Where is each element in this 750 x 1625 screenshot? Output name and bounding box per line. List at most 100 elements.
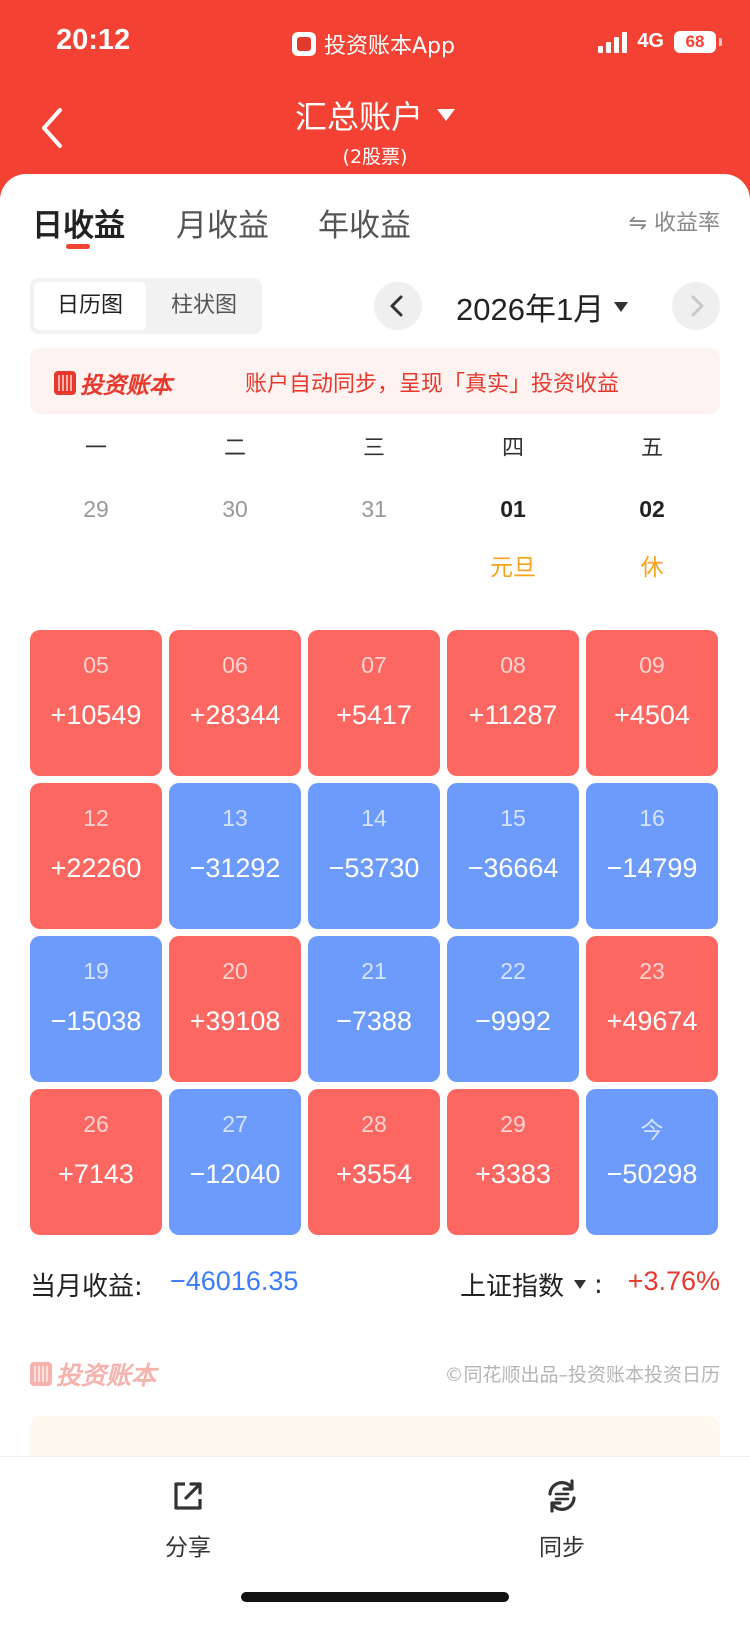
calendar-day-profit: +4504 xyxy=(614,700,690,730)
calendar-day-cell[interactable]: 22 −9992 xyxy=(447,936,579,1082)
calendar-day-cell[interactable]: 09 +4504 xyxy=(586,630,718,776)
calendar-day-number: 22 xyxy=(500,958,526,984)
chevron-left-icon xyxy=(42,108,62,148)
next-month-button[interactable] xyxy=(672,282,720,330)
calendar-day-number: 14 xyxy=(361,805,387,831)
calendar-day-profit: −53730 xyxy=(328,853,420,883)
calendar-day-profit: −50298 xyxy=(606,1159,698,1189)
calendar-day-profit: −14799 xyxy=(606,853,698,883)
calendar-day-number: 23 xyxy=(639,958,665,984)
caret-down-icon xyxy=(437,109,455,121)
ledger-logo-icon xyxy=(30,1362,52,1386)
ledger-logo-icon xyxy=(54,371,76,395)
calendar-day-profit: +3554 xyxy=(336,1159,412,1189)
calendar-day-number: 06 xyxy=(222,652,248,678)
calendar-day-number: 09 xyxy=(639,652,665,678)
weekday-header: 一 xyxy=(84,436,107,461)
calendar-day-number: 20 xyxy=(222,958,248,984)
calendar-day-profit: +7143 xyxy=(58,1159,134,1189)
view-calendar-button[interactable]: 日历图 xyxy=(34,282,146,330)
calendar-day-cell[interactable]: 16 −14799 xyxy=(586,783,718,929)
calendar-day-cell[interactable]: 19 −15038 xyxy=(30,936,162,1082)
calendar-date-holiday[interactable]: 01 xyxy=(500,496,526,522)
calendar-day-number: 13 xyxy=(222,805,248,831)
back-button[interactable] xyxy=(34,104,74,152)
calendar-day-number: 12 xyxy=(83,805,109,831)
promo-banner[interactable]: 投资账本 账户自动同步，呈现「真实」投资收益 xyxy=(30,348,720,414)
page-subtitle: (2股票) xyxy=(342,146,408,168)
calendar-day-cell[interactable]: 15 −36664 xyxy=(447,783,579,929)
weekday-header: 三 xyxy=(362,436,385,461)
month-label: 2026年1月 xyxy=(456,292,605,327)
calendar-day-cell[interactable]: 07 +5417 xyxy=(308,630,440,776)
caret-down-icon xyxy=(574,1280,587,1289)
status-app-name: 投资账本App xyxy=(324,34,455,59)
credit-text: ©同花顺出品–投资账本投资日历 xyxy=(444,1364,720,1386)
calendar-day-cell[interactable]: 29 +3383 xyxy=(447,1089,579,1235)
index-colon: : xyxy=(594,1269,603,1300)
calendar-day-number: 07 xyxy=(361,652,387,678)
weekday-header: 四 xyxy=(501,436,524,461)
signal-icon xyxy=(598,31,628,53)
sync-button[interactable]: 同步 xyxy=(502,1476,622,1562)
account-selector[interactable]: 汇总账户 (2股票) xyxy=(0,92,750,169)
app-header: 20:12 投资账本App 4G 68 汇总账户 (2股票) xyxy=(0,0,750,200)
chevron-left-icon xyxy=(390,295,403,317)
active-tab-indicator xyxy=(66,244,90,249)
network-label: 4G xyxy=(637,30,664,52)
footer-brand: 投资账本 xyxy=(56,1361,157,1390)
home-indicator xyxy=(241,1592,509,1602)
tab-daily[interactable]: 日收益 xyxy=(32,208,125,244)
calendar-day-cell[interactable]: 28 +3554 xyxy=(308,1089,440,1235)
calendar-date-outside: 29 xyxy=(83,496,109,522)
calendar-day-profit: −9992 xyxy=(475,1006,551,1036)
calendar-day-profit: +28344 xyxy=(189,700,281,730)
calendar-day-cell[interactable]: 21 −7388 xyxy=(308,936,440,1082)
status-time: 20:12 xyxy=(56,24,131,56)
calendar-day-number: 08 xyxy=(500,652,526,678)
calendar-day-cell[interactable]: 12 +22260 xyxy=(30,783,162,929)
calendar-date-outside: 31 xyxy=(361,496,387,522)
tab-yearly[interactable]: 年收益 xyxy=(318,208,411,244)
rate-toggle-button[interactable]: ⇋ 收益率 xyxy=(628,211,720,236)
view-toggle: 日历图 柱状图 xyxy=(30,278,262,334)
calendar-day-cell[interactable]: 27 −12040 xyxy=(169,1089,301,1235)
calendar-day-cell[interactable]: 13 −31292 xyxy=(169,783,301,929)
holiday-label: 休 xyxy=(640,555,664,581)
calendar-day-number: 29 xyxy=(500,1111,526,1137)
chevron-right-icon xyxy=(691,295,704,317)
calendar-date-outside: 30 xyxy=(222,496,248,522)
calendar-date-holiday[interactable]: 02 xyxy=(639,496,665,522)
calendar-day-profit: −7388 xyxy=(336,1006,412,1036)
calendar-day-profit: +49674 xyxy=(606,1006,698,1036)
banner-text: 账户自动同步，呈现「真实」投资收益 xyxy=(245,372,620,397)
prev-month-button[interactable] xyxy=(374,282,422,330)
index-value: +3.76% xyxy=(627,1266,720,1296)
share-button[interactable]: 分享 xyxy=(128,1476,248,1562)
calendar-day-cell[interactable]: 08 +11287 xyxy=(447,630,579,776)
calendar-day-profit: +10549 xyxy=(50,700,142,730)
index-label: 上证指数 xyxy=(460,1272,565,1302)
calendar-day-cell[interactable]: 20 +39108 xyxy=(169,936,301,1082)
calendar-day-cell[interactable]: 05 +10549 xyxy=(30,630,162,776)
tab-monthly[interactable]: 月收益 xyxy=(176,208,269,244)
weekday-header: 五 xyxy=(640,436,663,461)
view-bar-button[interactable]: 柱状图 xyxy=(170,293,237,318)
calendar-day-cell[interactable]: 今 −50298 xyxy=(586,1089,718,1235)
sync-icon xyxy=(548,1479,576,1513)
calendar-day-cell[interactable]: 14 −53730 xyxy=(308,783,440,929)
calendar-day-number: 21 xyxy=(361,958,387,984)
calendar-day-profit: −31292 xyxy=(189,853,281,883)
calendar-day-cell[interactable]: 23 +49674 xyxy=(586,936,718,1082)
calendar-day-profit: +11287 xyxy=(468,700,558,730)
calendar-day-profit: −12040 xyxy=(189,1159,281,1189)
calendar-day-cell[interactable]: 26 +7143 xyxy=(30,1089,162,1235)
month-selector[interactable]: 2026年1月 xyxy=(456,284,629,329)
index-selector[interactable]: 上证指数 : xyxy=(460,1266,603,1303)
calendar-day-profit: +3383 xyxy=(475,1159,551,1189)
status-app-indicator[interactable]: 投资账本App xyxy=(292,28,455,60)
page-title: 汇总账户 xyxy=(294,98,423,136)
calendar-day-profit: +5417 xyxy=(336,700,412,730)
footer-logo: 投资账本 xyxy=(30,1356,156,1392)
calendar-day-cell[interactable]: 06 +28344 xyxy=(169,630,301,776)
